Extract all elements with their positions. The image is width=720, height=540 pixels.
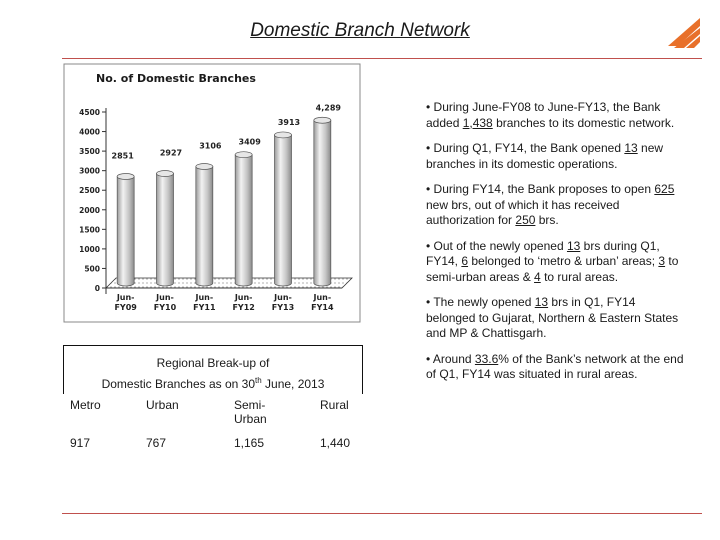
regional-header-row: Metro Urban Semi- Urban Rural — [62, 398, 380, 436]
data-label: 2927 — [160, 149, 182, 158]
regional-title-line2: Domestic Branches as on 30th June, 2013 — [101, 376, 325, 391]
regional-value-cell: 1,440 — [320, 436, 351, 450]
bar — [195, 166, 214, 287]
bar — [116, 176, 135, 287]
bullet-item: • During June-FY08 to June-FY13, the Ban… — [426, 100, 675, 130]
y-tick-label: 500 — [84, 264, 100, 273]
x-tick-label: FY13 — [272, 303, 294, 312]
footer-divider — [62, 513, 702, 514]
regional-header-cell: Rural — [320, 398, 349, 412]
bar — [156, 173, 174, 287]
regional-title-box — [63, 345, 363, 394]
bullet-item: • During FY14, the Bank proposes to open… — [426, 182, 675, 227]
bullet-item: • Out of the newly opened 13 brs during … — [426, 238, 679, 284]
regional-title-line1: Regional Break-up of — [156, 356, 270, 370]
data-label: 3913 — [278, 118, 300, 127]
bar — [234, 154, 253, 287]
regional-value-cell: 767 — [146, 436, 167, 450]
regional-title: Regional Break-up of Domestic Branches a… — [63, 354, 363, 393]
regional-header-cell: Urban — [146, 398, 179, 412]
bullet-list: • During June-FY08 to June-FY13, the Ban… — [426, 100, 686, 383]
regional-value-row: 917 767 1,165 1,440 — [62, 436, 380, 450]
y-tick-label: 3500 — [79, 147, 100, 156]
bar-top — [156, 170, 174, 177]
regional-value-cell: 1,165 — [234, 436, 265, 450]
x-tick-label: FY10 — [154, 303, 177, 312]
bullet-item: • During Q1, FY14, the Bank opened 13 ne… — [426, 141, 664, 171]
y-tick-label: 4500 — [79, 108, 100, 117]
y-tick-label: 4000 — [79, 128, 100, 137]
branch-chart: 0 500 1000 1500 2000 2500 3000 3500 4000 4500 2851… — [63, 63, 361, 323]
bank-logo-icon — [668, 18, 700, 48]
y-tick-label: 1000 — [79, 245, 100, 254]
chart-title: No. of Domestic Branches — [96, 72, 256, 85]
x-tick-label: Jun- — [312, 293, 331, 302]
header-divider — [62, 58, 702, 59]
x-tick-label: Jun- — [116, 293, 135, 302]
regional-table: Metro Urban Semi- Urban Rural 917 767 1,165 1,4… — [62, 398, 380, 450]
x-tick-label: FY09 — [114, 303, 137, 312]
x-tick-label: Jun- — [273, 293, 292, 302]
bullet-item: • Around 33.6% of the Bank’s network at … — [426, 351, 684, 382]
y-tick-label: 0 — [95, 284, 100, 293]
bar-top — [234, 151, 253, 159]
y-tick-label: 3000 — [79, 167, 100, 176]
x-tick-label: Jun- — [155, 293, 174, 302]
regional-header-cell: Metro — [70, 398, 101, 412]
x-tick-label: FY11 — [193, 303, 216, 312]
x-tick-label: Jun- — [234, 293, 253, 302]
bar — [274, 134, 292, 287]
regional-value-cell: 917 — [70, 436, 91, 450]
data-label: 2851 — [112, 151, 135, 160]
bullet-item: • The newly opened 13 brs in Q1, FY14 be… — [426, 295, 679, 340]
y-tick-label: 2000 — [79, 206, 100, 215]
bar — [313, 119, 332, 287]
data-label: 4,289 — [316, 103, 342, 112]
y-tick-label: 1500 — [79, 225, 100, 234]
x-tick-label: FY12 — [232, 303, 254, 312]
x-tick-label: FY14 — [311, 303, 334, 312]
chart-border — [63, 63, 361, 323]
bar-top — [195, 163, 214, 170]
regional-header-cell: Semi- Urban — [234, 398, 267, 426]
data-label: 3409 — [239, 138, 262, 147]
data-label: 3106 — [199, 142, 222, 151]
y-tick-label: 2500 — [79, 186, 100, 195]
bar-top — [313, 116, 332, 124]
x-tick-label: Jun- — [194, 293, 213, 302]
page-title: Domestic Branch Network — [250, 20, 470, 41]
bar-top — [274, 131, 292, 139]
bar-top — [116, 173, 135, 180]
